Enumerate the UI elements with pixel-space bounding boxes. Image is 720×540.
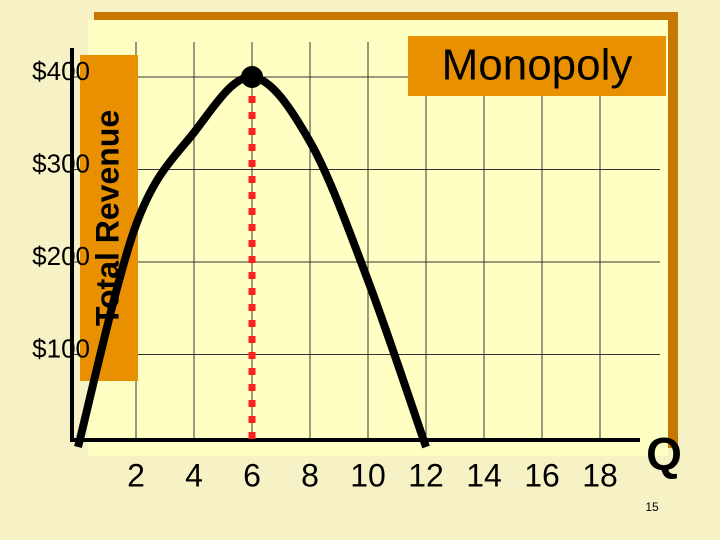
x-axis-label: Q [646, 428, 682, 480]
page-number: 15 [645, 500, 659, 514]
y-axis-label: Total Revenue [89, 110, 125, 326]
x-tick-label: 14 [466, 457, 502, 493]
y-tick-label: $100 [32, 333, 90, 363]
peak-point [241, 66, 263, 88]
x-tick-label: 10 [350, 457, 386, 493]
x-tick-label: 12 [408, 457, 444, 493]
y-tick-label: $400 [32, 56, 90, 86]
chart-title: Monopoly [442, 41, 633, 90]
x-tick-label: 18 [582, 457, 618, 493]
x-tick-label: 6 [243, 457, 261, 493]
x-tick-label: 16 [524, 457, 560, 493]
y-tick-label: $300 [32, 148, 90, 178]
x-tick-label: 2 [127, 457, 145, 493]
title-box [408, 36, 666, 96]
x-tick-label: 4 [185, 457, 203, 493]
x-tick-label: 8 [301, 457, 319, 493]
y-tick-label: $200 [32, 241, 90, 271]
